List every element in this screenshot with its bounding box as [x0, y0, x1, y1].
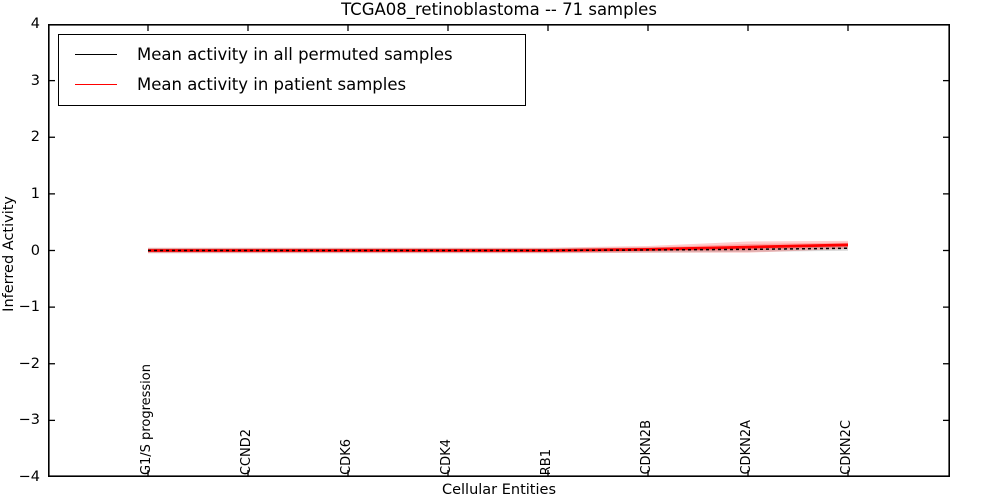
y-tick-label: 3 — [30, 72, 40, 89]
chart-canvas — [48, 24, 950, 477]
y-tick-label: −1 — [18, 299, 40, 316]
x-tick-label: CCND2 — [239, 428, 254, 475]
legend: Mean activity in all permuted samples Me… — [58, 34, 526, 106]
legend-line-patient-icon — [75, 83, 117, 85]
y-tick-label: 2 — [30, 129, 40, 146]
legend-label-patient: Mean activity in patient samples — [137, 74, 407, 94]
x-tick-label: G1/S progression — [139, 363, 154, 475]
y-tick-label: 0 — [30, 242, 40, 259]
legend-item-patient: Mean activity in patient samples — [75, 69, 525, 99]
legend-label-permuted: Mean activity in all permuted samples — [137, 44, 453, 64]
x-tick-label: CDK4 — [439, 439, 454, 475]
y-tick-label: 4 — [30, 16, 40, 32]
legend-item-permuted: Mean activity in all permuted samples — [75, 39, 525, 69]
y-tick-label: −2 — [18, 355, 40, 372]
chart-title: TCGA08_retinoblastoma -- 71 samples — [341, 0, 657, 19]
x-axis-label: Cellular Entities — [441, 482, 557, 498]
y-tick-label: 1 — [30, 185, 40, 202]
plot-area: Mean activity in all permuted samples Me… — [48, 24, 950, 477]
x-tick-label: CDKN2B — [639, 420, 654, 475]
legend-line-permuted-icon — [75, 53, 117, 55]
y-tick-label: −4 — [18, 469, 40, 485]
x-tick-label: CDKN2C — [839, 420, 854, 475]
y-tick-label: −3 — [18, 412, 40, 429]
x-tick-label: CDK6 — [339, 439, 354, 475]
x-tick-label: RB1 — [539, 448, 554, 475]
x-tick-label: CDKN2A — [739, 420, 754, 475]
